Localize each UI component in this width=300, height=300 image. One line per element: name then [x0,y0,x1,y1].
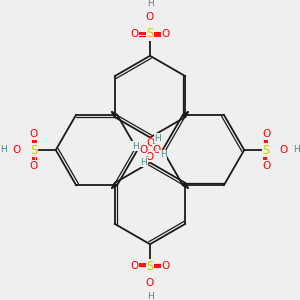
Text: H: H [154,134,161,143]
Text: O: O [146,138,154,148]
Text: O: O [262,161,270,171]
Text: O: O [130,29,138,39]
Text: O: O [30,129,38,139]
Text: H: H [147,292,153,300]
Text: S: S [262,143,270,157]
Text: O: O [262,129,270,139]
Text: H: H [160,150,166,159]
Text: O: O [146,11,154,22]
Text: O: O [146,152,154,162]
Text: O: O [279,145,288,155]
Text: O: O [153,145,161,155]
Text: O: O [30,161,38,171]
Text: O: O [130,261,138,271]
Text: H: H [1,146,7,154]
Text: S: S [146,27,154,40]
Text: O: O [162,29,170,39]
Text: O: O [12,145,21,155]
Text: O: O [162,261,170,271]
Text: H: H [132,142,139,151]
Text: H: H [293,146,299,154]
Text: O: O [139,145,147,155]
Text: H: H [147,0,153,8]
Text: S: S [30,143,38,157]
Text: H: H [140,158,147,167]
Text: S: S [146,260,154,273]
Text: O: O [146,278,154,289]
